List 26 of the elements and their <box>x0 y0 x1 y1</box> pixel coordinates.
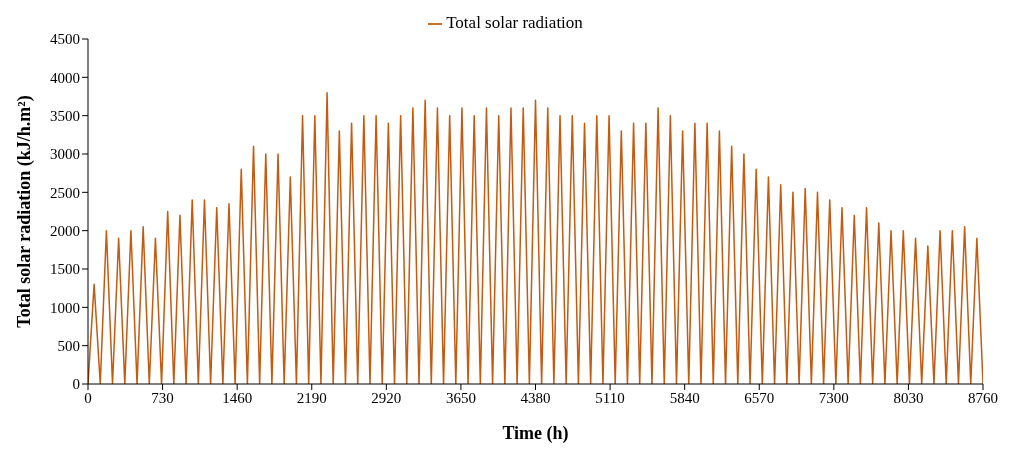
x-tick-label: 4380 <box>520 389 551 406</box>
y-tick-label: 2000 <box>50 222 80 239</box>
x-tick-label: 3650 <box>445 389 476 406</box>
y-tick-label: 4500 <box>50 31 80 48</box>
y-tick-label: 2500 <box>50 184 80 201</box>
x-tick-label: 0 <box>84 389 92 406</box>
x-tick-label: 5110 <box>595 389 625 406</box>
x-axis-title: Time (h) <box>502 423 569 444</box>
x-tick-label: 5840 <box>669 389 700 406</box>
y-tick-label: 0 <box>72 376 80 393</box>
x-tick-label: 2190 <box>296 389 327 406</box>
x-tick-label: 2920 <box>371 389 402 406</box>
y-tick-label: 1000 <box>50 299 80 316</box>
y-tick-label: 500 <box>57 337 80 354</box>
x-tick-label: 730 <box>151 389 174 406</box>
x-tick-label: 8760 <box>968 389 998 406</box>
legend-label: Total solar radiation <box>446 13 583 32</box>
y-tick-label: 1500 <box>50 261 80 278</box>
x-tick-label: 7300 <box>818 389 849 406</box>
y-axis-title: Total solar radiation (kJ/h.m²) <box>14 95 35 328</box>
x-tick-label: 8030 <box>893 389 924 406</box>
y-tick-label: 4000 <box>50 69 80 86</box>
y-tick-label: 3500 <box>50 107 80 124</box>
y-tick-label: 3000 <box>50 146 80 163</box>
x-tick-label: 1460 <box>222 389 253 406</box>
x-tick-label: 6570 <box>744 389 775 406</box>
